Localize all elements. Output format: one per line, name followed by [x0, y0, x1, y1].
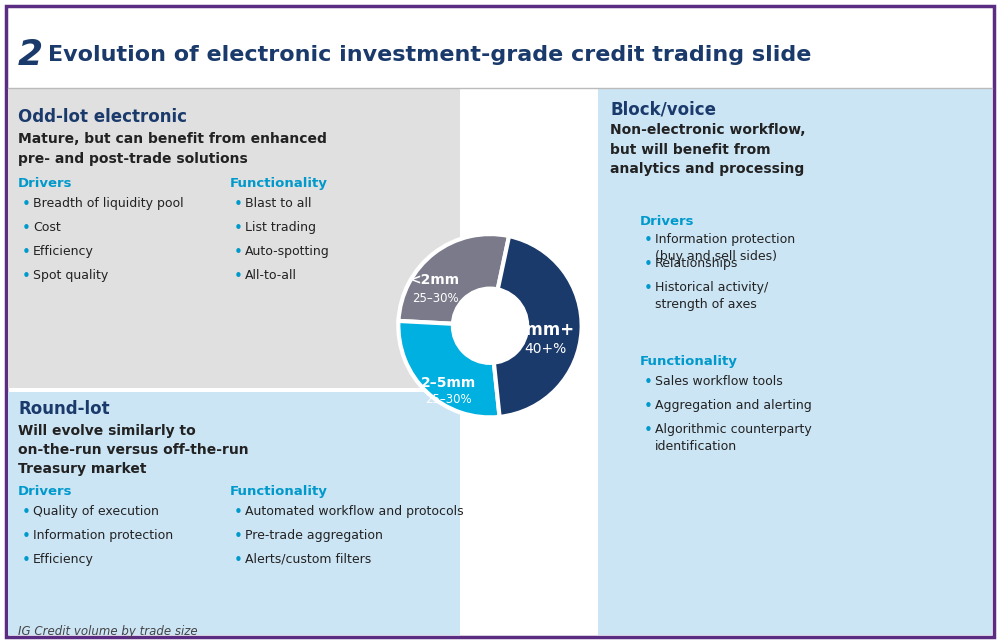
Text: •: •: [22, 245, 31, 260]
Text: All-to-all: All-to-all: [245, 269, 297, 282]
Text: •: •: [234, 221, 243, 236]
Text: •: •: [644, 399, 653, 414]
Text: •: •: [22, 221, 31, 236]
Text: Information protection
(buy and sell sides): Information protection (buy and sell sid…: [655, 233, 795, 263]
Text: •: •: [644, 281, 653, 296]
Text: Drivers: Drivers: [640, 215, 694, 228]
Text: •: •: [234, 529, 243, 544]
Text: Pre-trade aggregation: Pre-trade aggregation: [245, 529, 383, 542]
Wedge shape: [398, 321, 500, 417]
Text: Blast to all: Blast to all: [245, 197, 312, 210]
Circle shape: [452, 287, 528, 364]
Text: Quality of execution: Quality of execution: [33, 505, 159, 518]
Text: Auto-spotting: Auto-spotting: [245, 245, 330, 258]
Text: Efficiency: Efficiency: [33, 553, 94, 566]
Text: Mature, but can benefit from enhanced
pre- and post-trade solutions: Mature, but can benefit from enhanced pr…: [18, 132, 327, 165]
Text: •: •: [234, 245, 243, 260]
FancyBboxPatch shape: [8, 88, 460, 388]
Text: IG Credit volume by trade size: IG Credit volume by trade size: [18, 625, 198, 638]
Text: Aggregation and alerting: Aggregation and alerting: [655, 399, 812, 412]
Text: Alerts/custom filters: Alerts/custom filters: [245, 553, 371, 566]
Wedge shape: [490, 236, 582, 417]
FancyBboxPatch shape: [598, 88, 992, 635]
Text: Non-electronic workflow,
but will benefit from
analytics and processing: Non-electronic workflow, but will benefi…: [610, 123, 806, 176]
Text: •: •: [234, 197, 243, 212]
Text: •: •: [22, 197, 31, 212]
Text: 25–30%: 25–30%: [412, 292, 458, 305]
Text: Historical activity/
strength of axes: Historical activity/ strength of axes: [655, 281, 768, 311]
Text: Block/voice: Block/voice: [610, 100, 716, 118]
Text: •: •: [22, 553, 31, 568]
Text: Spot quality: Spot quality: [33, 269, 108, 282]
Wedge shape: [398, 234, 509, 326]
FancyBboxPatch shape: [8, 392, 460, 635]
Text: •: •: [22, 269, 31, 284]
Text: 40+%: 40+%: [524, 341, 566, 356]
Text: •: •: [234, 553, 243, 568]
Text: Cost: Cost: [33, 221, 61, 234]
Text: Will evolve similarly to
on-the-run versus off-the-run
Treasury market: Will evolve similarly to on-the-run vers…: [18, 424, 249, 476]
Text: List trading: List trading: [245, 221, 316, 234]
Text: Odd-lot electronic: Odd-lot electronic: [18, 108, 187, 126]
Text: Breadth of liquidity pool: Breadth of liquidity pool: [33, 197, 184, 210]
Text: Functionality: Functionality: [230, 485, 328, 498]
Text: •: •: [234, 505, 243, 520]
Text: •: •: [234, 269, 243, 284]
Text: •: •: [644, 257, 653, 272]
Text: 5mm+: 5mm+: [515, 322, 575, 340]
Text: 2–5mm: 2–5mm: [421, 376, 476, 390]
Text: <2mm: <2mm: [410, 273, 460, 287]
Text: Automated workflow and protocols: Automated workflow and protocols: [245, 505, 464, 518]
Text: Drivers: Drivers: [18, 485, 72, 498]
Text: Algorithmic counterparty
identification: Algorithmic counterparty identification: [655, 423, 812, 453]
Text: Sales workflow tools: Sales workflow tools: [655, 375, 783, 388]
Text: Relationships: Relationships: [655, 257, 738, 270]
Text: Functionality: Functionality: [640, 355, 738, 368]
Text: 25–30%: 25–30%: [425, 393, 472, 406]
FancyBboxPatch shape: [6, 6, 994, 637]
Text: Drivers: Drivers: [18, 177, 72, 190]
Text: Functionality: Functionality: [230, 177, 328, 190]
Text: •: •: [644, 375, 653, 390]
Text: •: •: [644, 423, 653, 438]
Text: 2: 2: [18, 38, 43, 72]
Text: •: •: [22, 529, 31, 544]
Text: •: •: [644, 233, 653, 248]
Text: Information protection: Information protection: [33, 529, 173, 542]
Text: Efficiency: Efficiency: [33, 245, 94, 258]
Text: Round-lot: Round-lot: [18, 400, 110, 418]
Text: •: •: [22, 505, 31, 520]
Text: Evolution of electronic investment-grade credit trading slide: Evolution of electronic investment-grade…: [48, 45, 811, 65]
